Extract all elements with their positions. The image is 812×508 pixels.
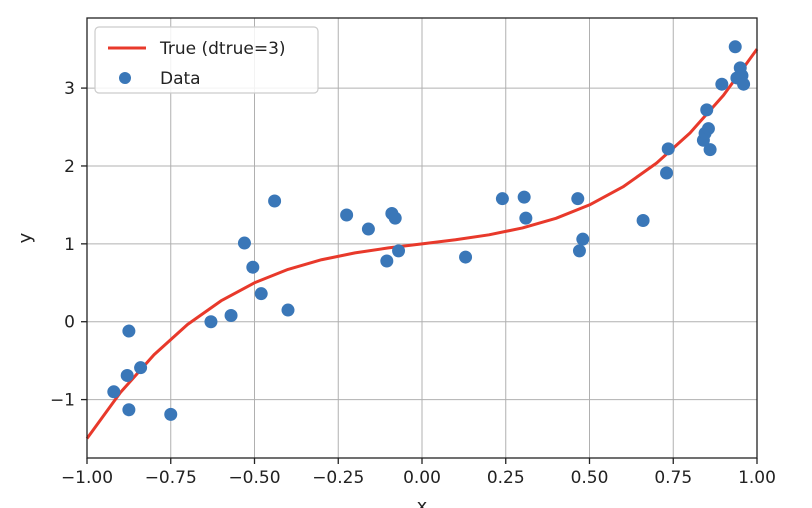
true-curve-line [85, 48, 759, 440]
y-tick-label: −1 [50, 391, 75, 411]
data-point [715, 77, 729, 91]
data-point [246, 260, 260, 274]
x-tick-label: −0.75 [145, 468, 197, 488]
data-point [519, 211, 533, 225]
data-point [660, 166, 674, 180]
data-point [495, 192, 509, 206]
data-point [122, 324, 136, 338]
legend-box [94, 26, 319, 94]
x-tick-label: −0.25 [312, 468, 364, 488]
y-tick-label: 3 [64, 79, 75, 99]
legend-marker-data [119, 72, 131, 84]
data-point [164, 407, 178, 421]
true-curve-layer [85, 48, 759, 440]
data-point [204, 315, 218, 329]
data-point [254, 287, 268, 301]
data-point [636, 213, 650, 227]
data-point [107, 385, 121, 399]
x-axis-label: x [417, 496, 428, 508]
data-point [361, 222, 375, 236]
x-tick-label: 0.75 [654, 468, 692, 488]
x-tick-label: 0.00 [403, 468, 441, 488]
data-point [388, 211, 402, 225]
legend-label-true: True (dtrue=3) [159, 39, 286, 59]
data-point [459, 250, 473, 264]
data-point [340, 208, 354, 222]
data-point [576, 232, 590, 246]
data-points-layer [107, 40, 751, 421]
data-point [392, 244, 406, 258]
data-point [572, 244, 586, 258]
legend-label-data: Data [160, 69, 201, 89]
data-point [737, 77, 751, 91]
y-axis-label: y [15, 232, 36, 243]
y-tick-label: 0 [64, 313, 75, 333]
data-point [517, 190, 531, 204]
data-point [134, 361, 148, 375]
data-point [703, 143, 717, 157]
data-point [571, 192, 585, 206]
x-tick-label: 1.00 [738, 468, 776, 488]
legend: True (dtrue=3) Data [94, 26, 319, 94]
data-point [380, 254, 394, 268]
y-tick-label: 1 [64, 235, 75, 255]
data-point [281, 303, 295, 317]
x-tick-label: 0.50 [571, 468, 609, 488]
data-point [701, 122, 715, 136]
data-point [224, 308, 238, 322]
data-point [661, 142, 675, 156]
data-point [120, 368, 134, 382]
data-point [728, 40, 742, 54]
x-tick-label: −1.00 [61, 468, 113, 488]
data-point [237, 236, 251, 250]
ticks: −1.00 −0.75 −0.50 −0.25 0.00 0.25 0.50 0.75 1.00… [50, 79, 776, 488]
x-tick-label: −0.50 [228, 468, 280, 488]
y-tick-label: 2 [64, 157, 75, 177]
data-point [268, 194, 282, 208]
x-tick-label: 0.25 [487, 468, 525, 488]
data-point [700, 103, 714, 117]
data-point [122, 403, 136, 417]
